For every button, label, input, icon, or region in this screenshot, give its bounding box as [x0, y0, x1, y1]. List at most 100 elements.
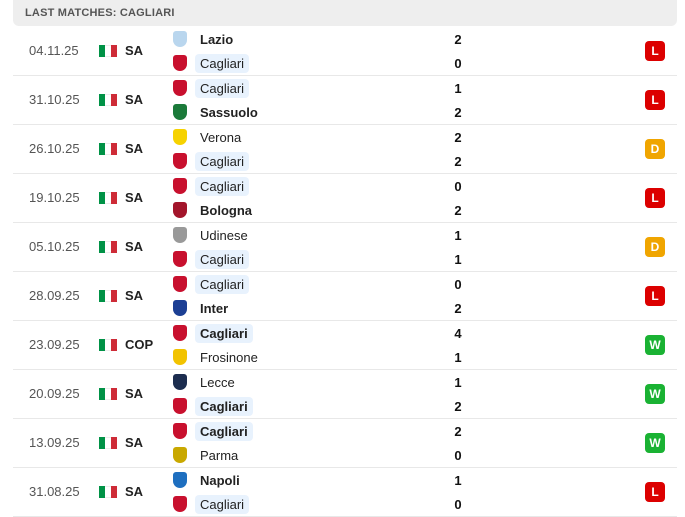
team-logo-icon [173, 178, 187, 194]
section-header: LAST MATCHES: CAGLIARI [13, 0, 677, 26]
away-score: 1 [454, 350, 462, 365]
away-team: Bologna [173, 200, 257, 220]
team-name: Cagliari [195, 323, 253, 343]
match-date: 26.10.25 [29, 141, 80, 156]
home-team: Lazio [173, 29, 238, 49]
team-name: Sassuolo [200, 104, 258, 120]
team-name: Inter [200, 300, 229, 316]
home-score: 1 [454, 473, 462, 488]
team-logo-icon [173, 80, 187, 96]
home-score: 2 [454, 32, 462, 47]
away-score: 0 [454, 497, 462, 512]
result-badge: W [645, 384, 665, 404]
match-row[interactable]: 31.10.25 SA Cagliari Sassuolo 1 2 L [13, 76, 677, 125]
away-team: Frosinone [173, 347, 263, 367]
team-logo-icon [173, 104, 187, 120]
match-row[interactable]: 20.09.25 SA Lecce Cagliari 1 2 W [13, 370, 677, 419]
away-team: Cagliari [173, 151, 250, 171]
team-name: Parma [200, 447, 239, 463]
match-date: 19.10.25 [29, 190, 80, 205]
team-logo-icon [173, 398, 187, 414]
team-name: Cagliari [195, 78, 250, 98]
team-logo-icon [173, 423, 187, 439]
match-row[interactable]: 19.10.25 SA Cagliari Bologna 0 2 L [13, 174, 677, 223]
team-logo-icon [173, 447, 187, 463]
team-logo-icon [173, 202, 187, 218]
home-team: Cagliari [173, 274, 250, 294]
match-date: 20.09.25 [29, 386, 80, 401]
result-badge: D [645, 139, 665, 159]
team-name: Frosinone [200, 349, 258, 365]
home-team: Verona [173, 127, 246, 147]
italy-flag-icon [99, 192, 117, 204]
team-logo-icon [173, 496, 187, 512]
team-logo-icon [173, 31, 187, 47]
team-logo-icon [173, 55, 187, 71]
competition: SA [125, 43, 144, 58]
home-score: 1 [454, 228, 462, 243]
italy-flag-icon [99, 339, 117, 351]
away-team: Inter [173, 298, 233, 318]
away-team: Parma [173, 445, 243, 465]
away-score: 2 [454, 399, 462, 414]
italy-flag-icon [99, 486, 117, 498]
team-logo-icon [173, 276, 187, 292]
team-name: Cagliari [195, 53, 250, 73]
competition: SA [125, 141, 144, 156]
team-name: Lazio [200, 31, 234, 47]
home-score: 1 [454, 81, 462, 96]
home-score: 2 [454, 424, 462, 439]
match-date: 23.09.25 [29, 337, 80, 352]
competition: SA [125, 435, 144, 450]
match-row[interactable]: 23.09.25 COP Cagliari Frosinone 4 1 W [13, 321, 677, 370]
away-team: Sassuolo [173, 102, 263, 122]
away-score: 0 [454, 56, 462, 71]
away-score: 2 [454, 154, 462, 169]
match-row[interactable]: 26.10.25 SA Verona Cagliari 2 2 D [13, 125, 677, 174]
result-badge: L [645, 482, 665, 502]
match-date: 31.08.25 [29, 484, 80, 499]
away-score: 1 [454, 252, 462, 267]
away-team: Cagliari [173, 249, 250, 269]
section-title: LAST MATCHES: CAGLIARI [25, 7, 175, 19]
result-badge: L [645, 286, 665, 306]
home-team: Cagliari [173, 323, 253, 343]
team-name: Cagliari [195, 151, 250, 171]
competition: SA [125, 190, 144, 205]
home-team: Lecce [173, 372, 240, 392]
italy-flag-icon [99, 45, 117, 57]
result-badge: D [645, 237, 665, 257]
italy-flag-icon [99, 388, 117, 400]
competition: COP [125, 337, 154, 352]
home-team: Cagliari [173, 421, 253, 441]
home-team: Cagliari [173, 78, 250, 98]
match-row[interactable]: 31.08.25 SA Napoli Cagliari 1 0 L [13, 468, 677, 517]
match-row[interactable]: 05.10.25 SA Udinese Cagliari 1 1 D [13, 223, 677, 272]
result-badge: L [645, 90, 665, 110]
home-score: 0 [454, 277, 462, 292]
result-badge: W [645, 335, 665, 355]
away-score: 0 [454, 448, 462, 463]
team-name: Cagliari [195, 249, 250, 269]
team-name: Udinese [200, 227, 248, 243]
match-date: 31.10.25 [29, 92, 80, 107]
italy-flag-icon [99, 143, 117, 155]
team-logo-icon [173, 153, 187, 169]
match-row[interactable]: 13.09.25 SA Cagliari Parma 2 0 W [13, 419, 677, 468]
team-logo-icon [173, 251, 187, 267]
match-row[interactable]: 04.11.25 SA Lazio Cagliari 2 0 L [13, 27, 677, 76]
competition: SA [125, 92, 144, 107]
home-score: 0 [454, 179, 462, 194]
team-logo-icon [173, 227, 187, 243]
team-name: Verona [200, 129, 242, 145]
result-badge: W [645, 433, 665, 453]
match-date: 13.09.25 [29, 435, 80, 450]
home-score: 2 [454, 130, 462, 145]
competition: SA [125, 386, 144, 401]
competition: SA [125, 288, 144, 303]
italy-flag-icon [99, 241, 117, 253]
match-row[interactable]: 28.09.25 SA Cagliari Inter 0 2 L [13, 272, 677, 321]
team-name: Cagliari [195, 396, 253, 416]
result-badge: L [645, 188, 665, 208]
match-date: 05.10.25 [29, 239, 80, 254]
